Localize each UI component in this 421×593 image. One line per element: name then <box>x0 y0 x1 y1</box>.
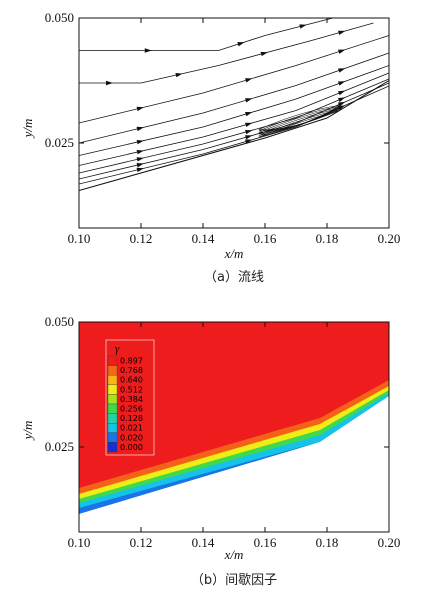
plot-frame-b <box>78 321 390 533</box>
caption-b: （b）间歇因子 <box>191 573 277 588</box>
legend-swatch <box>107 423 118 433</box>
legend-label: 0.768 <box>120 366 143 375</box>
legend-swatch <box>107 403 118 414</box>
x-axis-label-b: x/m <box>224 547 244 562</box>
flow-arrow <box>136 163 144 168</box>
streamlines <box>79 18 389 191</box>
legend-swatch <box>107 413 118 424</box>
flow-arrow <box>136 126 144 132</box>
recirculation-streamline <box>258 105 340 130</box>
legend-label: 0.897 <box>120 357 143 366</box>
y-tick-label: 0.050 <box>45 314 74 329</box>
x-tick-label: 0.16 <box>254 535 277 550</box>
legend-swatch <box>107 355 118 366</box>
flow-arrow <box>337 90 346 96</box>
x-tick-label: 0.14 <box>192 535 215 550</box>
x-axis-label-a: x/m <box>224 246 244 261</box>
x-tick-label: 0.10 <box>68 535 91 550</box>
flow-arrow <box>260 51 268 57</box>
flow-arrow <box>136 140 144 145</box>
x-tick-label: 0.20 <box>378 231 401 246</box>
wall-region <box>79 396 389 532</box>
legend-label: 0.020 <box>120 433 143 442</box>
y-tick-label: 0.025 <box>45 135 74 150</box>
recirculation-streamline <box>258 109 340 136</box>
flow-arrow <box>337 105 346 111</box>
flow-arrow <box>337 81 346 86</box>
colorbar-legend: γ 0.8970.7680.6400.5120.3840.2560.1280.0… <box>105 339 155 456</box>
contour-field <box>79 322 389 532</box>
legend-label: 0.384 <box>120 395 143 404</box>
legend-swatch <box>107 375 118 385</box>
plot-frame-a <box>78 17 390 229</box>
flow-arrow <box>136 157 144 162</box>
flow-arrow <box>337 101 346 107</box>
axis-ticks-b: 0.10 0.12 0.14 0.16 0.18 0.20 0.025 0.050 <box>45 314 401 550</box>
legend-frame <box>105 339 155 456</box>
legend-swatch <box>107 365 118 376</box>
freestream-region <box>79 322 389 512</box>
x-tick-label: 0.20 <box>378 535 401 550</box>
streamline-plot: 0.10 0.12 0.14 0.16 0.18 0.20 0.025 0.050 x/m y… <box>20 10 400 285</box>
legend-label: 0.021 <box>120 424 143 433</box>
axis-ticks-a: 0.10 0.12 0.14 0.16 0.18 0.20 0.025 0.050 <box>45 10 401 246</box>
legend-swatch <box>107 394 118 405</box>
legend-label: 0.256 <box>120 405 143 414</box>
recirculation-streamline <box>258 107 340 133</box>
contour-band-cyan <box>79 393 389 514</box>
flow-arrow <box>299 24 307 29</box>
recirculation-streamline <box>258 106 340 132</box>
x-tick-label: 0.12 <box>130 535 153 550</box>
flow-arrow <box>245 129 253 135</box>
legend-label: 0.640 <box>120 376 143 385</box>
y-tick-label: 0.050 <box>45 10 74 25</box>
legend-swatch <box>107 432 118 443</box>
caption-a: （a）流线 <box>204 270 264 285</box>
flow-arrow <box>175 72 183 78</box>
y-tick-label: 0.025 <box>45 439 74 454</box>
legend-swatch <box>107 384 118 395</box>
wall-line <box>79 80 389 191</box>
y-axis-label-b: y/m <box>20 421 35 442</box>
flow-arrow <box>136 150 144 155</box>
streamline <box>79 22 374 84</box>
flow-arrow <box>337 68 346 73</box>
recirculation-streamline <box>258 108 340 135</box>
flow-arrow <box>106 80 113 86</box>
x-tick-label: 0.18 <box>316 231 339 246</box>
flow-arrow <box>245 98 253 103</box>
flow-arrow <box>144 48 152 53</box>
flow-arrow <box>136 106 144 112</box>
legend-title: γ <box>115 343 120 355</box>
legend-label: 0.128 <box>120 414 143 423</box>
flow-arrow <box>245 78 253 83</box>
x-tick-label: 0.14 <box>192 231 215 246</box>
flow-arrow <box>338 49 346 54</box>
y-axis-label-a: y/m <box>20 119 35 140</box>
legend-label: 0.512 <box>120 385 143 394</box>
flow-arrow <box>237 42 245 47</box>
intermittency-plot: γ 0.8970.7680.6400.5120.3840.2560.1280.0… <box>20 314 400 588</box>
flow-arrow <box>245 112 253 117</box>
x-tick-label: 0.18 <box>316 535 339 550</box>
flow-arrow <box>337 97 346 103</box>
x-tick-label: 0.12 <box>130 231 153 246</box>
flow-arrow <box>245 122 253 127</box>
legend-swatches: 0.8970.7680.6400.5120.3840.2560.1280.021… <box>105 339 155 456</box>
x-tick-label: 0.16 <box>254 231 277 246</box>
flow-arrow <box>338 30 346 35</box>
flow-arrow <box>136 167 144 173</box>
legend-label: 0.000 <box>120 443 143 452</box>
legend-swatch <box>107 442 118 453</box>
x-tick-label: 0.10 <box>68 231 91 246</box>
flow-arrow <box>245 135 253 140</box>
